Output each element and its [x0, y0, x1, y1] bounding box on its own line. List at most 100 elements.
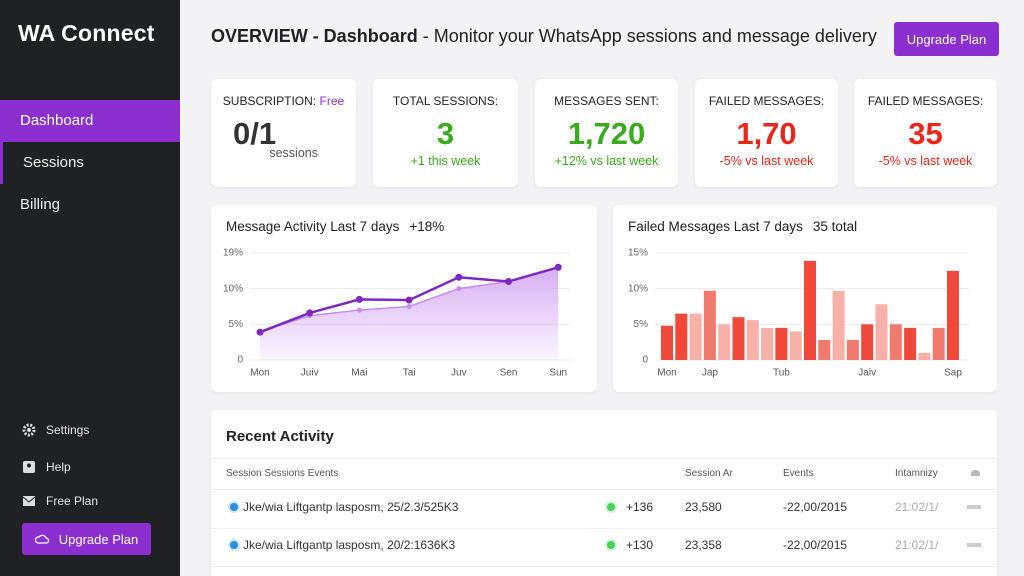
bar: [703, 290, 716, 360]
plan-badge: Free: [319, 94, 345, 108]
upgrade-button[interactable]: Upgrade Plan: [22, 523, 151, 555]
bar: [689, 313, 702, 360]
card-label: TOTAL SESSIONS:: [373, 94, 518, 108]
divider: [211, 528, 997, 529]
point: [455, 273, 463, 281]
plan-link[interactable]: Free Plan: [22, 494, 98, 508]
card-label: SUBSCRIPTION: Free: [211, 94, 356, 108]
cell: 21:02/1/: [895, 538, 939, 552]
cell: 23,580: [685, 500, 722, 514]
point: [554, 263, 562, 271]
x-tick-label: Tub: [773, 368, 790, 379]
icon: [22, 423, 36, 437]
card-value: 3: [436, 116, 455, 151]
x-tick-label: Sun: [549, 368, 567, 379]
label: Help: [46, 460, 71, 474]
label: TOTAL SESSIONS:: [392, 94, 499, 108]
icon: [34, 534, 49, 544]
sidebar: WA Connect Dashboard Sessions Billing Se…: [0, 0, 180, 576]
card-value: 35: [908, 116, 943, 151]
x-tick-label: Tai: [403, 368, 416, 379]
cell: Jke/wia Liftgantp lasposm, 25/2.3/525K3: [243, 500, 459, 514]
help-link[interactable]: Help: [22, 460, 71, 474]
cell: +136: [626, 500, 654, 514]
divider: [211, 489, 997, 490]
point: [406, 304, 412, 309]
bar: [804, 260, 816, 360]
bar: [818, 340, 831, 360]
whatsapp-icon: [605, 539, 617, 551]
whatsapp-icon: [605, 501, 617, 513]
point: [256, 328, 264, 336]
card-sub: -5% vs last week: [719, 154, 814, 168]
divider: [211, 458, 997, 459]
bar: [904, 327, 917, 360]
card-label: MESSAGES SENT:: [535, 94, 678, 108]
cell: 21:02/1/: [895, 500, 939, 514]
stat-card: FAILED MESSAGES: 35 -5% vs last week: [854, 79, 997, 187]
bar-chart: Failed Messages Last 7 days 35 total 0 5% 10…: [628, 219, 969, 379]
nav-item[interactable]: Dashboard: [0, 100, 180, 142]
label: Settings: [46, 423, 90, 437]
bar: [789, 331, 802, 360]
card-value: 0/1: [233, 116, 277, 151]
row-action[interactable]: [967, 505, 981, 509]
annotation: 35 total: [813, 219, 857, 234]
bar: [775, 327, 788, 360]
point: [356, 307, 362, 313]
y-tick-label: 5%: [229, 319, 244, 330]
bar: [932, 327, 945, 360]
card-value: 1,720: [567, 116, 646, 151]
header: OVERVIEW - Dashboard - Monitor your What…: [211, 26, 877, 47]
y-tick-label: 10%: [628, 283, 648, 294]
cell: Jke/wia Liftgantp lasposm, 20/2:1636K3: [243, 538, 456, 552]
label: FAILED MESSAGES:: [708, 94, 825, 108]
page-subtitle: - Monitor your WhatsApp sessions and mes…: [422, 26, 877, 46]
point: [405, 296, 413, 304]
point: [456, 286, 462, 292]
stat-card: FAILED MESSAGES: 1,70 -5% vs last week: [695, 79, 838, 187]
card-sub: +12% vs last week: [554, 154, 659, 168]
card-sub: +1 this week: [410, 154, 481, 168]
chart-title: Failed Messages Last 7 days 35 total: [628, 219, 857, 234]
x-tick-label: Sen: [500, 368, 518, 379]
label: Upgrade Plan: [58, 531, 139, 547]
divider: [211, 566, 997, 567]
point: [505, 278, 512, 286]
activity-panel: Recent Activity Session Sessions Events S…: [211, 410, 997, 576]
card-sub: -5% vs last week: [878, 154, 973, 168]
session-icon: [228, 501, 240, 513]
sort-icon: [971, 470, 980, 476]
upgrade-button[interactable]: Upgrade Plan: [894, 22, 999, 56]
card-value: 1,70: [736, 116, 797, 151]
cell: -22,00/2015: [783, 500, 848, 514]
point: [355, 295, 363, 303]
y-tick-label: 19%: [223, 248, 243, 259]
chart-title: Message Activity Last 7 days +18%: [226, 219, 444, 234]
bar: [746, 320, 759, 360]
card-label: FAILED MESSAGES:: [854, 94, 997, 108]
label: FAILED MESSAGES:: [867, 94, 984, 108]
bar: [661, 325, 673, 360]
column-header: Session Ar: [685, 468, 733, 479]
nav-item[interactable]: Billing: [20, 196, 61, 213]
title: Message Activity Last 7 days: [226, 219, 400, 234]
icon: [23, 461, 35, 473]
column-header: Events: [783, 468, 814, 479]
bar: [947, 270, 959, 360]
bar: [861, 324, 874, 360]
title: Failed Messages Last 7 days: [628, 219, 803, 234]
x-tick-label: Juiv: [301, 368, 319, 379]
bar: [718, 324, 731, 360]
x-tick-label: Sap: [944, 368, 962, 379]
nav-item[interactable]: Sessions: [0, 142, 180, 184]
x-tick-label: Jaiv: [858, 368, 876, 379]
settings-link[interactable]: Settings: [22, 423, 89, 437]
x-tick-label: Mon: [250, 368, 269, 379]
row-action[interactable]: [967, 543, 981, 547]
bar: [832, 290, 845, 360]
y-tick-label: 10%: [223, 283, 243, 294]
cell: +130: [626, 538, 654, 552]
bar: [732, 317, 745, 360]
